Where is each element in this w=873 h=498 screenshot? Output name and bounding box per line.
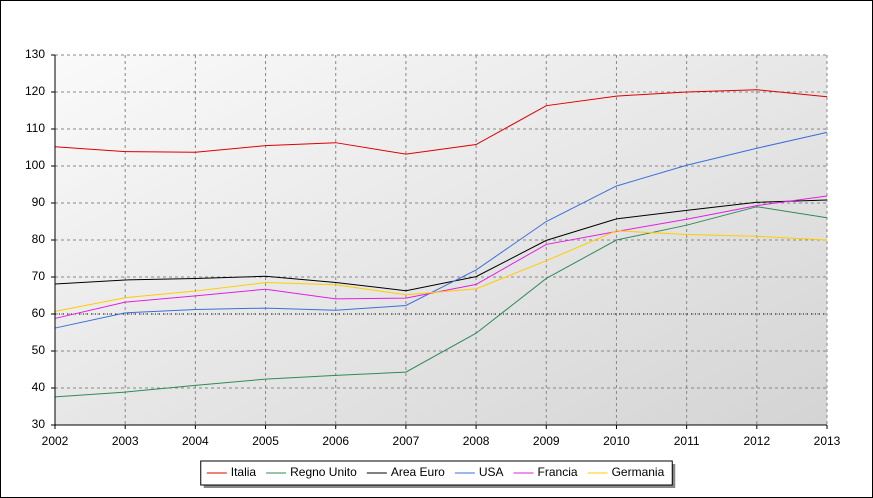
x-tick-label: 2002 [42, 434, 69, 448]
y-tick-label: 90 [32, 195, 46, 209]
series-line [54, 131, 828, 329]
y-tick-label: 50 [32, 343, 46, 357]
y-tick-label: 120 [25, 84, 45, 98]
y-tick-label: 100 [25, 158, 45, 172]
legend-items: Italia Regno Unito Area Euro USA Francia Germ… [206, 465, 665, 479]
y-tick-label: 30 [32, 417, 46, 431]
y-tick-label: 60 [32, 306, 46, 320]
x-tick-label: 2006 [322, 434, 349, 448]
series-line [54, 199, 828, 292]
legend-label: Francia [538, 465, 578, 479]
series-line [54, 230, 828, 312]
y-tick-label: 110 [26, 121, 45, 135]
x-tick-label: 2010 [603, 434, 630, 448]
x-tick-label: 2009 [533, 434, 560, 448]
legend-label: Germania [612, 465, 665, 479]
x-tick-label: 2011 [674, 434, 700, 448]
x-tick-label: 2013 [814, 434, 841, 448]
series-line [54, 195, 828, 319]
x-tick-label: 2004 [182, 434, 209, 448]
x-tick-label: 2008 [463, 434, 490, 448]
legend-label: USA [479, 465, 504, 479]
y-tick-label: 80 [32, 232, 46, 246]
series-line [54, 206, 828, 398]
y-tick-label: 40 [32, 380, 46, 394]
y-tick-label: 130 [25, 47, 45, 61]
y-tick-label: 70 [32, 269, 46, 283]
legend-label: Area Euro [391, 465, 445, 479]
series-line [54, 89, 828, 155]
x-tick-label: 2003 [112, 434, 139, 448]
legend-label: Italia [231, 465, 257, 479]
x-tick-label: 2012 [743, 434, 770, 448]
x-tick-label: 2007 [393, 434, 420, 448]
legend-label: Regno Unito [290, 465, 357, 479]
x-tick-label: 2005 [252, 434, 279, 448]
